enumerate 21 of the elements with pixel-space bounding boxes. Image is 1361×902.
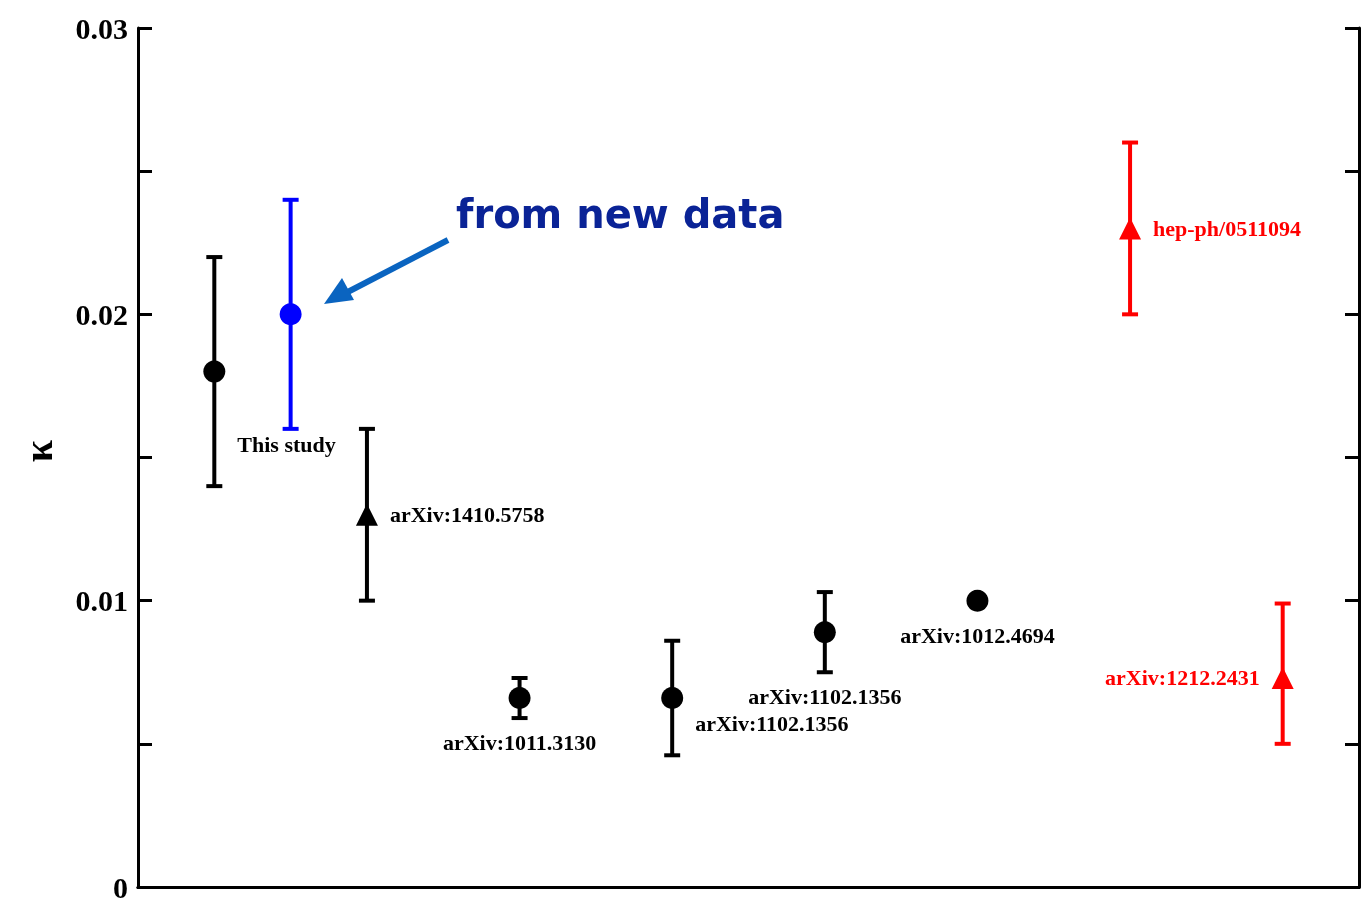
series-label: arXiv:1212.2431 [1105,665,1260,691]
text: arXiv:1102.1356 [748,683,902,709]
point [203,360,226,383]
series-label: arXiv:1410.5758 [389,502,545,528]
point [661,687,684,710]
point [279,303,302,326]
y-tick-label: 0 [113,870,128,902]
y-axis-title: κ [15,439,61,463]
series-label: arXiv:1011.3130 [442,729,597,755]
text: This study [237,432,336,458]
point [1119,217,1142,240]
series-label: hep-ph/0511094 [1153,215,1301,241]
series-label: arXiv:1102.1356 [695,710,849,736]
point [966,589,989,612]
y-tick-label: 0.01 [75,584,128,618]
annotation: from new data [456,191,785,237]
series-label: arXiv:1012.4694 [900,623,1055,649]
y-tick-label: 0.02 [75,297,128,331]
y-tick-label: 0.03 [75,11,128,45]
point [508,687,531,710]
point [813,621,836,644]
